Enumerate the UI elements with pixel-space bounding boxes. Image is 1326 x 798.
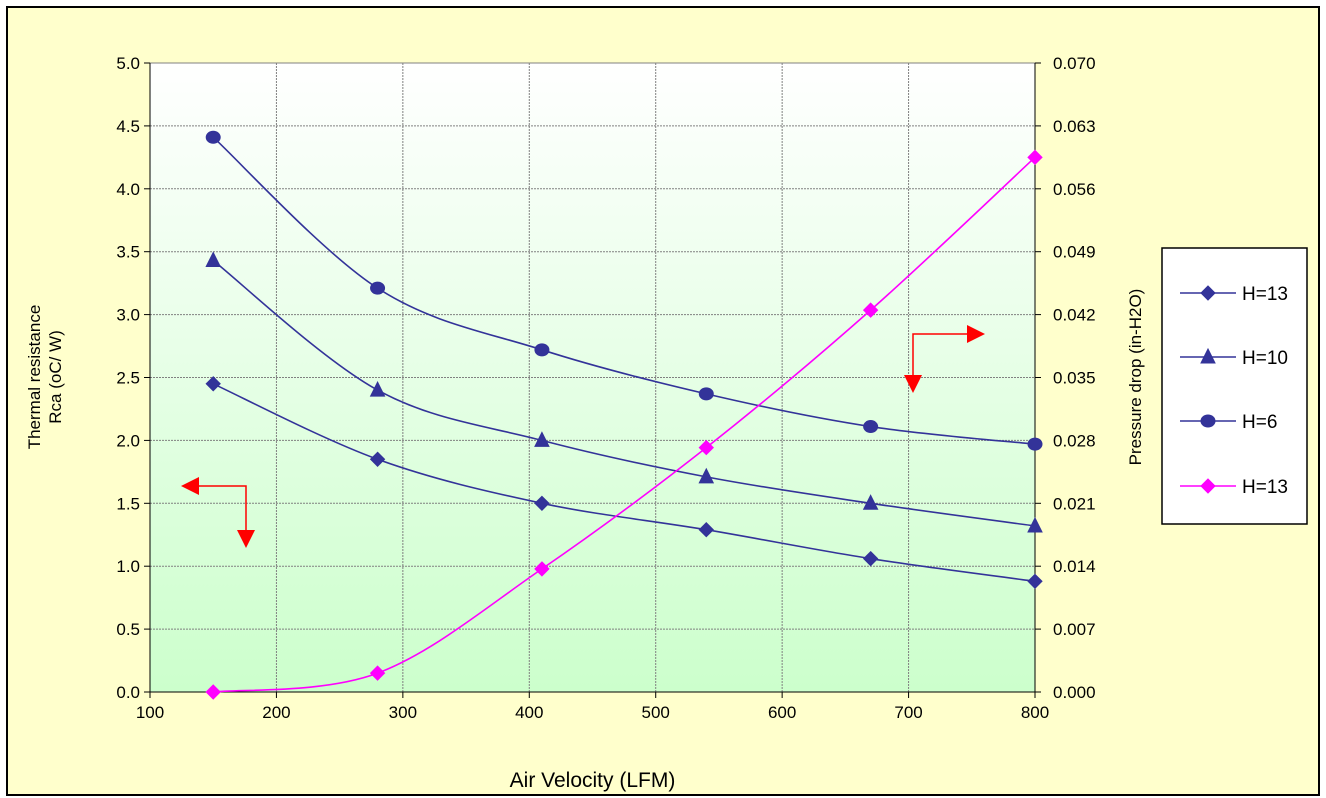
arrow-line: [912, 333, 968, 376]
data-point: [698, 387, 714, 401]
legend-box: [1161, 247, 1308, 525]
data-point: [862, 494, 879, 510]
y-left-tick-label: 0.5: [116, 620, 140, 639]
y-axis-left-title: Thermal resistance Rca (oC/ W): [25, 305, 65, 450]
y-axis-right-title: Pressure drop (in-H2O): [1126, 289, 1145, 466]
data-point: [370, 281, 386, 295]
y-left-tick-label: 1.0: [116, 557, 140, 576]
x-tick-label: 600: [768, 703, 796, 722]
data-point: [369, 451, 386, 467]
x-tick-label: 500: [642, 703, 670, 722]
series-line: [212, 259, 1036, 527]
series-2: [205, 130, 1043, 451]
data-point: [205, 251, 222, 268]
y-left-tick-label: 2.0: [116, 431, 140, 450]
axis-titles: Air Velocity (LFM) Thermal resistance Rca …: [25, 289, 1145, 792]
data-point: [205, 130, 221, 144]
legend-marker: [1200, 414, 1216, 428]
x-tick-label: 800: [1021, 703, 1049, 722]
legend-item: H=6: [1180, 412, 1277, 433]
y-right-tick-label: 0.035: [1053, 369, 1096, 388]
x-tick-label: 700: [894, 703, 922, 722]
arrow-line: [195, 485, 247, 530]
legend-label: H=10: [1242, 348, 1288, 369]
y-axis-left-title-line: Rca (oC/ W): [46, 330, 65, 424]
y-right-tick-label: 0.070: [1053, 54, 1096, 73]
y-right-tick-label: 0.049: [1053, 243, 1096, 262]
y-left-tick-label: 3.0: [116, 306, 140, 325]
data-point: [1027, 573, 1043, 590]
legend-item: H=13: [1180, 477, 1288, 498]
data-point: [205, 376, 221, 392]
data-point: [862, 550, 879, 567]
series-layer: [205, 130, 1043, 700]
series-0: [205, 376, 1043, 590]
x-tick-label: 300: [389, 703, 417, 722]
legend-marker: [1200, 347, 1216, 364]
legend-label: H=6: [1242, 412, 1277, 433]
x-tick-label: 100: [136, 703, 164, 722]
legend-item: H=13: [1180, 284, 1288, 305]
y-right-tick-label: 0.056: [1053, 180, 1096, 199]
y-right-tick-label: 0.063: [1053, 117, 1096, 136]
y-left-tick-label: 3.5: [116, 243, 140, 262]
y-right-tick-label: 0.014: [1053, 557, 1096, 576]
series-line: [212, 136, 1036, 445]
y-right-tick-label: 0.028: [1053, 431, 1096, 450]
y-right-tick-label: 0.007: [1053, 620, 1096, 639]
y-left-tick-label: 1.5: [116, 494, 140, 513]
y-left-tick-label: 0.0: [116, 683, 140, 702]
y-left-tick-label: 5.0: [116, 54, 140, 73]
arrow-head: [904, 375, 922, 393]
data-point: [1027, 516, 1043, 533]
data-point: [369, 380, 386, 397]
legend-marker: [1200, 285, 1216, 301]
x-tick-label: 400: [515, 703, 543, 722]
legend-label: H=13: [1242, 477, 1288, 498]
right-axis-arrow: [904, 325, 985, 393]
data-point: [698, 467, 715, 484]
arrow-head: [181, 477, 199, 495]
legend-label: H=13: [1242, 284, 1288, 305]
data-point: [369, 665, 386, 681]
data-point: [698, 439, 714, 456]
data-point: [1027, 437, 1043, 451]
legend-marker: [1200, 478, 1216, 494]
data-point: [534, 431, 550, 447]
y-left-tick-label: 4.5: [116, 117, 140, 136]
arrow-head: [967, 325, 985, 343]
data-point: [534, 561, 550, 577]
x-tick-label: 200: [262, 703, 290, 722]
data-point: [534, 343, 550, 357]
y-right-tick-label: 0.021: [1053, 494, 1096, 513]
y-axis-left-title-line: Thermal resistance: [25, 305, 44, 450]
gridlines: [150, 63, 1035, 692]
y-left-tick-label: 2.5: [116, 369, 140, 388]
arrow-head: [237, 530, 255, 548]
series-3: [205, 149, 1043, 700]
y-right-tick-label: 0.000: [1053, 683, 1096, 702]
legend-item: H=10: [1180, 347, 1288, 369]
y-right-tick-label: 0.042: [1053, 306, 1096, 325]
data-point: [698, 522, 714, 538]
left-axis-arrow: [181, 477, 255, 548]
data-point: [534, 495, 550, 512]
data-point: [863, 420, 879, 434]
legend: H=13 H=10 H=6 H=13: [1161, 247, 1308, 525]
y-left-tick-label: 4.0: [116, 180, 140, 199]
data-point: [862, 302, 879, 318]
data-point: [1027, 149, 1043, 166]
series-1: [205, 251, 1043, 533]
axes: 100 200 300 400 500 600 700 800 0.0 0.5 1.0 1.5 2.0 2…: [116, 54, 1095, 722]
axis-indicator-arrows: [181, 325, 985, 548]
data-point: [205, 684, 221, 700]
x-axis-title: Air Velocity (LFM): [510, 769, 676, 792]
series-line: [212, 383, 1036, 583]
